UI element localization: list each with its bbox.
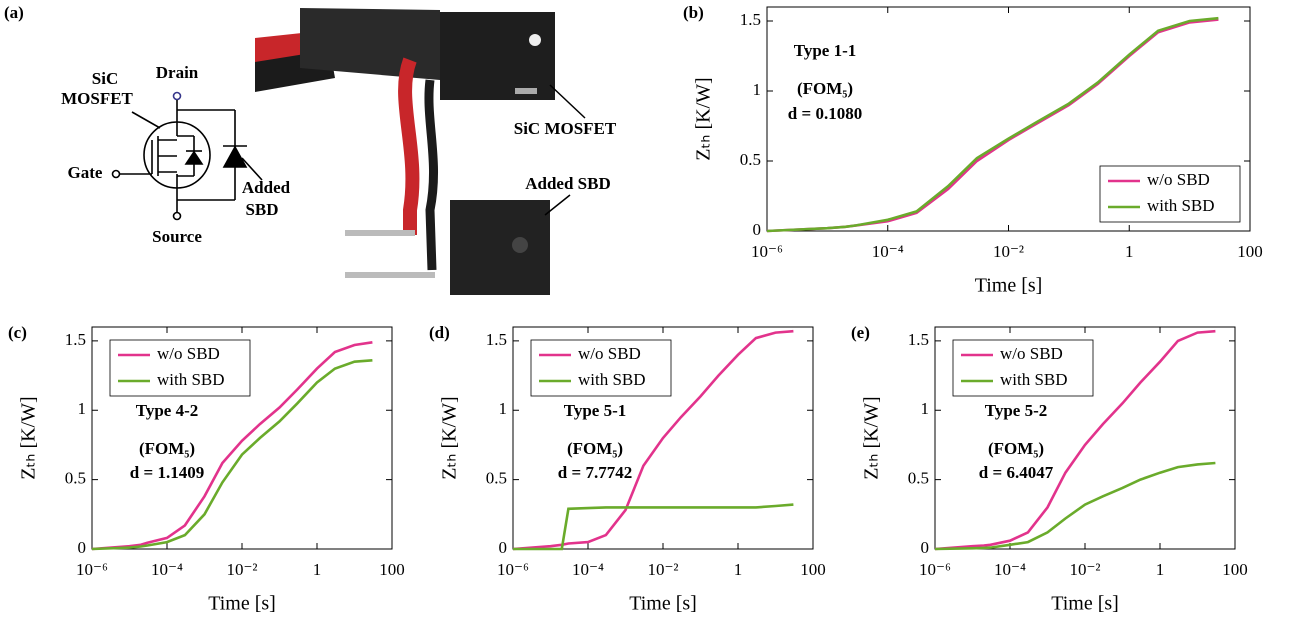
- x-tick-label: 10⁻⁴: [572, 560, 604, 579]
- panel-label: (c): [8, 323, 27, 342]
- x-axis-label: Time [s]: [975, 275, 1043, 297]
- x-axis-label: Time [s]: [208, 593, 276, 615]
- y-tick-label: 1: [78, 399, 87, 418]
- x-tick-label: 1: [1125, 242, 1134, 261]
- x-axis-label: Time [s]: [1051, 593, 1119, 615]
- y-tick-label: 1: [499, 399, 508, 418]
- x-tick-label: 10⁻⁶: [919, 560, 951, 579]
- schematic-label: MOSFET: [61, 89, 133, 108]
- schematic-label: SBD: [245, 200, 278, 219]
- y-tick-label: 0: [78, 538, 87, 557]
- annotation: Type 5-1: [564, 401, 627, 420]
- photo-label: SiC MOSFET: [514, 119, 617, 138]
- y-axis-label: Zₜₕ [K/W]: [439, 396, 461, 479]
- y-tick-label: 0.5: [65, 469, 86, 488]
- terminal-label: Source: [152, 227, 202, 246]
- figure: (a) SiC MOSFET: [0, 0, 1291, 624]
- x-tick-label: 10⁻²: [993, 242, 1024, 261]
- y-tick-label: 0: [753, 220, 762, 239]
- chart: (c) 10⁻⁶ 10⁻⁴ 10⁻² 1 100 0 0.5 1 1.5 Time [s] Zₜₕ […: [8, 323, 405, 615]
- x-tick-label: 10⁻⁴: [994, 560, 1026, 579]
- annotation: (FOM₅): [567, 439, 623, 458]
- x-tick-label: 100: [1237, 242, 1263, 261]
- x-tick-label: 10⁻²: [226, 560, 257, 579]
- annotation: (FOM₅): [797, 79, 853, 98]
- y-axis-label: Zₜₕ [K/W]: [18, 396, 40, 479]
- x-tick-label: 100: [800, 560, 826, 579]
- annotation: Type 5-2: [985, 401, 1048, 420]
- panel-label: (d): [429, 323, 450, 342]
- y-axis-label: Zₜₕ [K/W]: [861, 396, 883, 479]
- y-tick-label: 1: [753, 80, 762, 99]
- y-tick-label: 1: [921, 399, 930, 418]
- x-tick-label: 1: [1156, 560, 1165, 579]
- y-tick-label: 0.5: [740, 150, 761, 169]
- annotation: (FOM₅): [139, 439, 195, 458]
- annotation: Type 4-2: [136, 401, 199, 420]
- panel-label: (e): [851, 323, 870, 342]
- y-tick-label: 1.5: [740, 10, 761, 29]
- annotation: d = 1.1409: [130, 463, 204, 482]
- legend-label: with SBD: [1000, 370, 1068, 389]
- x-tick-label: 10⁻⁴: [872, 242, 904, 261]
- y-tick-label: 0: [921, 538, 930, 557]
- legend-label: w/o SBD: [578, 344, 641, 363]
- x-tick-label: 10⁻⁶: [76, 560, 108, 579]
- y-tick-label: 0.5: [486, 469, 507, 488]
- x-tick-label: 10⁻²: [1069, 560, 1100, 579]
- y-tick-label: 0: [499, 538, 508, 557]
- panel-label: (a): [4, 3, 24, 22]
- series-line: [513, 505, 793, 549]
- y-tick-label: 1.5: [65, 330, 86, 349]
- x-axis-label: Time [s]: [629, 593, 697, 615]
- legend-label: w/o SBD: [1147, 170, 1210, 189]
- schematic-label: SiC: [92, 69, 118, 88]
- chart: (d) 10⁻⁶ 10⁻⁴ 10⁻² 1 100 0 0.5 1 1.5 Time [s] Zₜₕ […: [429, 323, 826, 615]
- x-tick-label: 100: [379, 560, 405, 579]
- x-tick-label: 10⁻⁶: [751, 242, 783, 261]
- series-line: [935, 463, 1215, 549]
- terminal-label: Gate: [68, 163, 103, 182]
- x-tick-label: 10⁻²: [647, 560, 678, 579]
- panel-a: (a) SiC MOSFET: [4, 3, 617, 295]
- annotation: d = 7.7742: [558, 463, 632, 482]
- legend-label: w/o SBD: [157, 344, 220, 363]
- legend-label: with SBD: [157, 370, 225, 389]
- x-tick-label: 10⁻⁶: [497, 560, 529, 579]
- y-tick-label: 0.5: [908, 469, 929, 488]
- annotation: Type 1-1: [794, 41, 857, 60]
- x-tick-label: 100: [1222, 560, 1248, 579]
- annotation: (FOM₅): [988, 439, 1044, 458]
- chart: (b) 10⁻⁶ 10⁻⁴ 10⁻² 1 100 0 0.5 1 1.5 Time [s] Zₜₕ […: [683, 3, 1263, 297]
- annotation: d = 0.1080: [788, 104, 862, 123]
- y-axis-label: Zₜₕ [K/W]: [693, 77, 715, 160]
- x-tick-label: 1: [313, 560, 322, 579]
- panel-label: (b): [683, 3, 704, 22]
- chart: (e) 10⁻⁶ 10⁻⁴ 10⁻² 1 100 0 0.5 1 1.5 Time [s] Zₜₕ […: [851, 323, 1248, 615]
- photo: [255, 8, 585, 295]
- legend-label: with SBD: [1147, 196, 1215, 215]
- terminal-label: Drain: [156, 63, 199, 82]
- schematic: [113, 93, 263, 220]
- annotation: d = 6.4047: [979, 463, 1054, 482]
- y-tick-label: 1.5: [486, 330, 507, 349]
- photo-label: Added SBD: [525, 174, 611, 193]
- y-tick-label: 1.5: [908, 330, 929, 349]
- x-tick-label: 10⁻⁴: [151, 560, 183, 579]
- x-tick-label: 1: [734, 560, 743, 579]
- schematic-label: Added: [242, 178, 291, 197]
- legend-label: w/o SBD: [1000, 344, 1063, 363]
- legend-label: with SBD: [578, 370, 646, 389]
